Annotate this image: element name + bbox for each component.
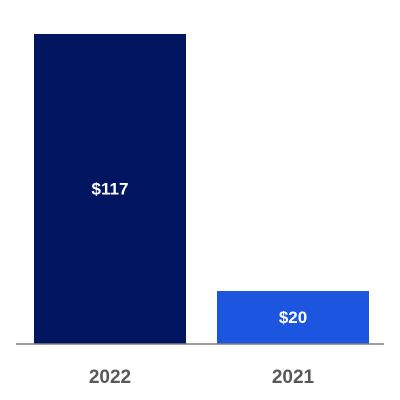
bar-2022 <box>34 34 186 344</box>
x-tick-label-2021: 2021 <box>272 367 315 388</box>
x-tick-label-2022: 2022 <box>89 367 131 388</box>
data-label-2022: $117 <box>92 180 129 199</box>
data-label-2021: $20 <box>279 308 307 327</box>
bar-2021 <box>217 291 369 344</box>
